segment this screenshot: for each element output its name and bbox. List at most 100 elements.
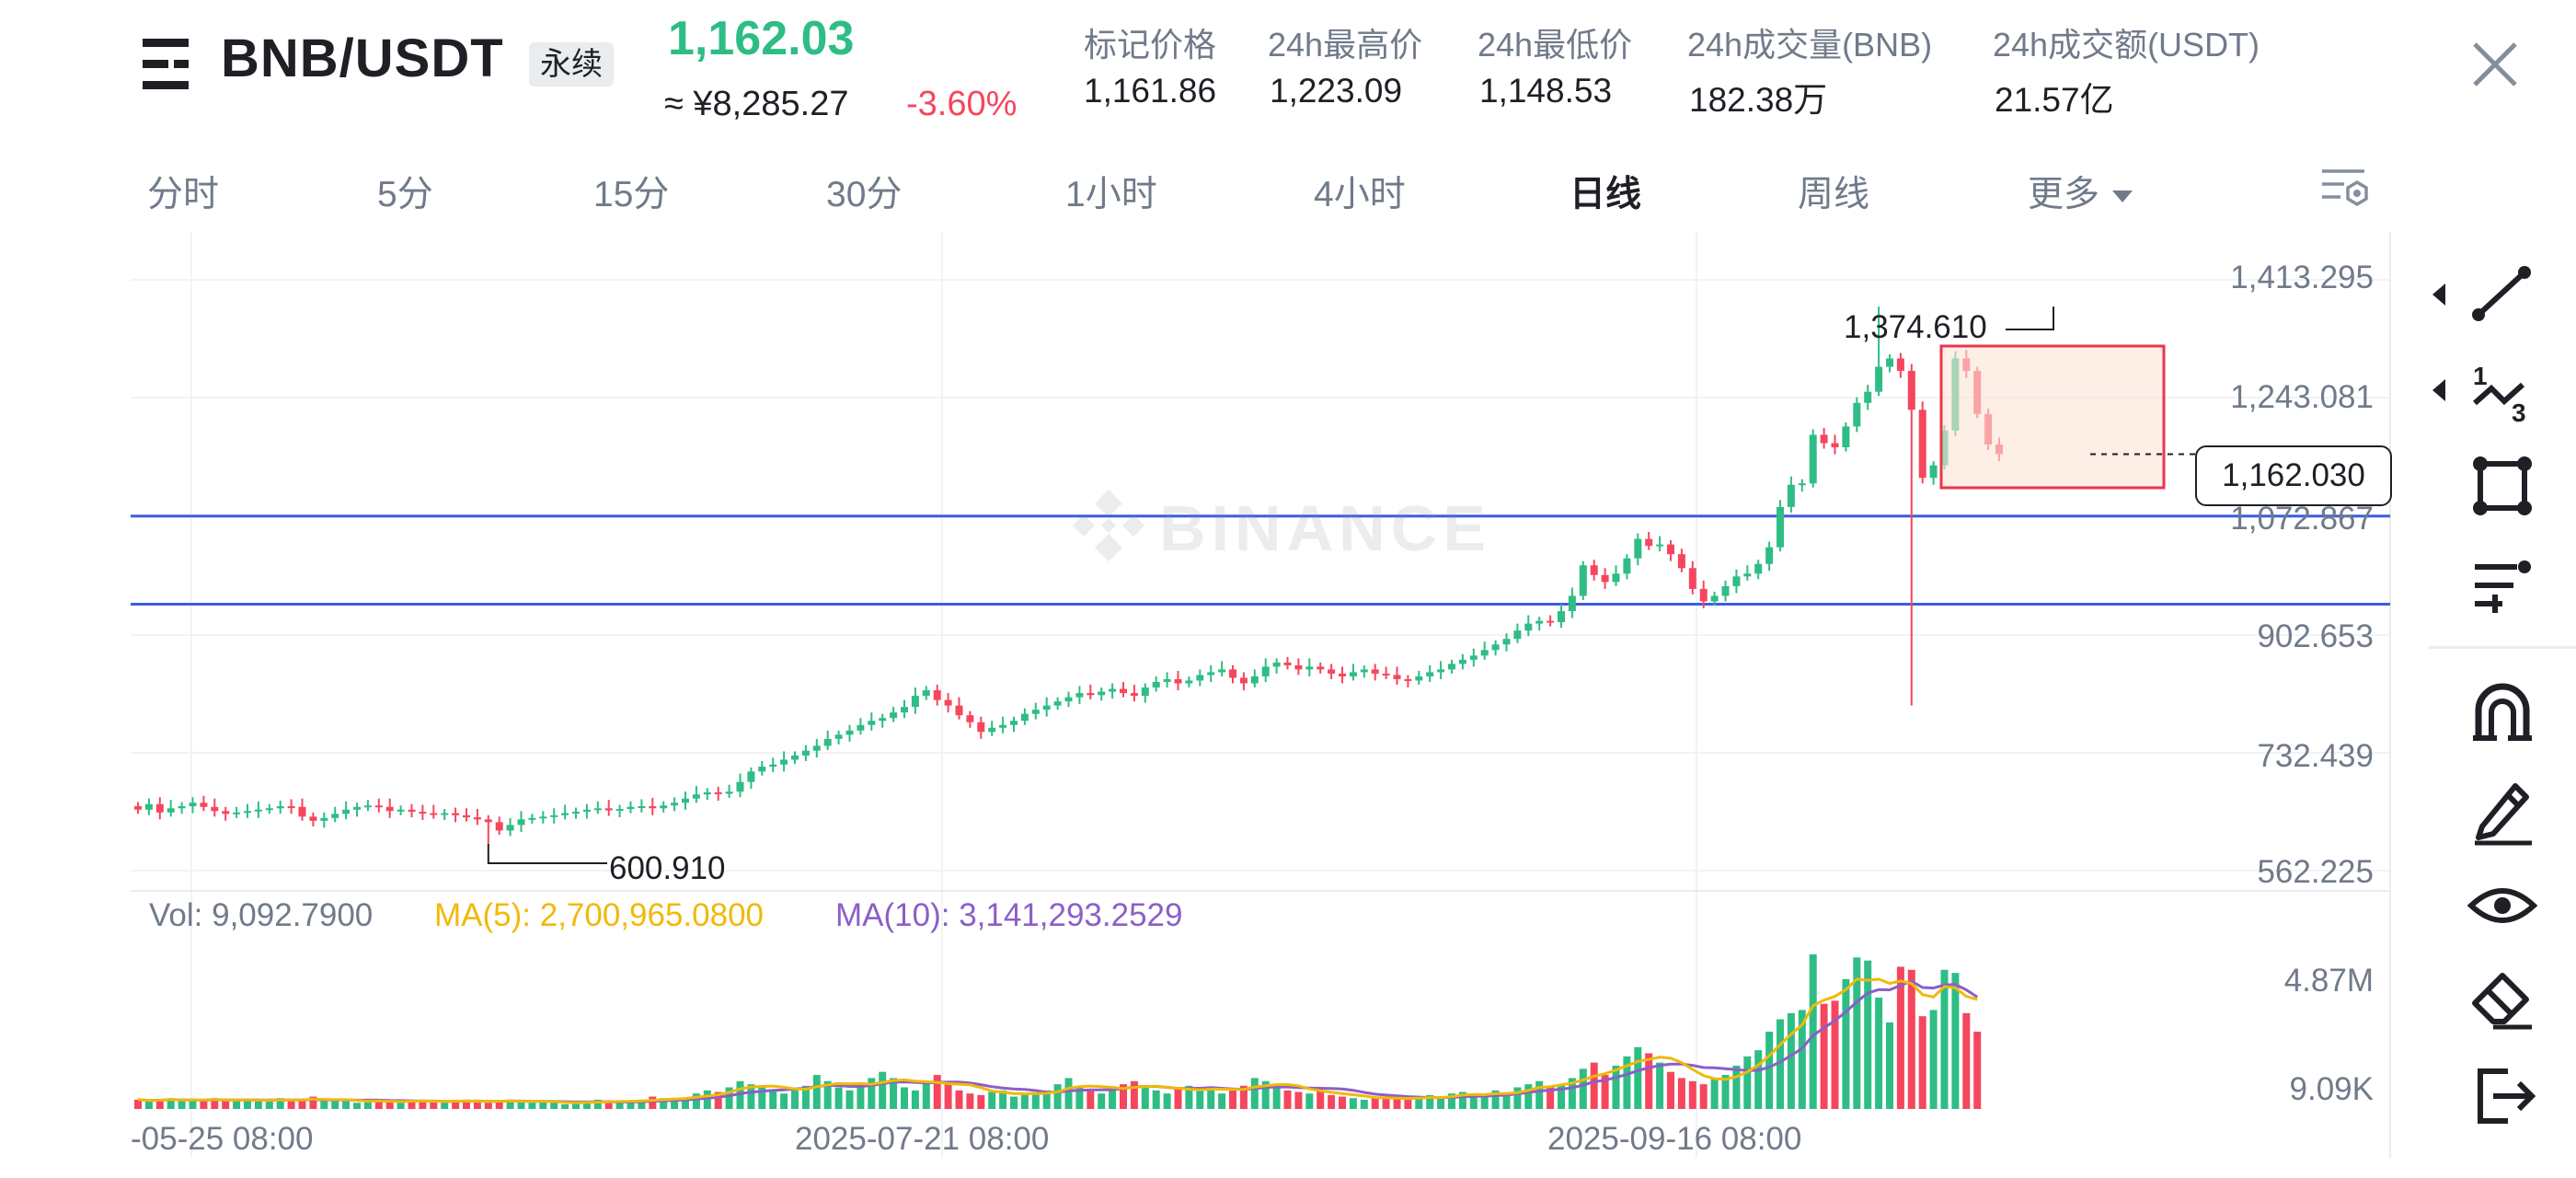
tab-time-sharing[interactable]: 分时: [147, 175, 220, 214]
candle-body: [780, 759, 788, 765]
candle-body: [561, 813, 569, 815]
volume-bar: [1010, 1096, 1018, 1109]
volume-bar: [1612, 1065, 1620, 1109]
tab-30m[interactable]: 30分: [826, 175, 903, 214]
candle-body: [1087, 693, 1095, 696]
pencil-icon[interactable]: [2466, 773, 2539, 847]
toolbar-divider: [2429, 646, 2576, 649]
volume-bar: [244, 1099, 251, 1109]
eye-icon[interactable]: [2466, 869, 2539, 942]
candle-body: [1853, 402, 1861, 427]
candle-body: [1842, 426, 1850, 448]
eraser-icon[interactable]: [2466, 963, 2539, 1036]
chart-settings-icon[interactable]: [2320, 166, 2370, 212]
candle-body: [1667, 544, 1674, 555]
rectangle-drawing: [1939, 344, 2166, 490]
tab-4h[interactable]: 4小时: [1314, 175, 1406, 214]
tab-1d[interactable]: 日线: [1570, 175, 1642, 214]
candle-body: [1907, 371, 1915, 410]
candle-body: [857, 724, 865, 731]
tab-15m[interactable]: 15分: [593, 175, 670, 214]
volume-bar: [682, 1098, 689, 1109]
caret-left-icon: [2432, 283, 2445, 306]
volume-bar: [276, 1098, 284, 1109]
volume-bar: [1020, 1094, 1029, 1109]
candle-body: [1820, 434, 1828, 444]
volume-bar: [1250, 1078, 1259, 1109]
volume-bar: [1261, 1080, 1270, 1109]
candle-body: [977, 722, 985, 733]
tab-more[interactable]: 更多: [2028, 166, 2133, 217]
more-label: 更多: [2028, 175, 2100, 214]
volume-bar: [1787, 1012, 1795, 1109]
close-icon[interactable]: [2471, 40, 2519, 88]
candle-body: [1152, 681, 1160, 688]
rectangle-tool-icon[interactable]: [2466, 449, 2539, 523]
volume-bar: [1568, 1078, 1576, 1109]
volume-24h-value: 182.38万: [1689, 81, 1828, 119]
tab-1h[interactable]: 1小时: [1065, 175, 1157, 214]
volume-bar: [988, 1091, 996, 1109]
volume-bar: [331, 1099, 339, 1109]
volume-bar: [452, 1101, 460, 1109]
volume-bar: [189, 1099, 197, 1109]
exit-icon[interactable]: [2466, 1058, 2539, 1132]
candle-body: [1371, 669, 1379, 674]
candle-body: [1918, 410, 1926, 479]
volume-bar: [1710, 1078, 1719, 1109]
volume-bar: [1886, 1022, 1893, 1109]
volume-bar: [1765, 1032, 1774, 1109]
volume-bar: [1667, 1071, 1674, 1109]
cny-price: ≈ ¥8,285.27: [664, 85, 849, 123]
candle-body: [484, 819, 492, 823]
volume-bar: [1940, 969, 1949, 1109]
fib-label: 1: [2473, 362, 2488, 390]
volume-bar: [1590, 1062, 1598, 1109]
candle-body: [999, 724, 1007, 728]
volume-bar: [1875, 998, 1883, 1109]
candle-body: [331, 814, 339, 818]
candle-body: [517, 819, 525, 826]
fibonacci-tool-icon[interactable]: 1 3: [2466, 353, 2539, 427]
volume-bar: [1305, 1093, 1314, 1109]
candle-body: [1120, 688, 1127, 694]
candle-body: [812, 745, 821, 751]
volume-bar: [1864, 960, 1872, 1109]
volume-bar: [287, 1101, 295, 1109]
candle-body: [769, 764, 777, 768]
volume-bar: [200, 1101, 208, 1109]
volume-bar: [627, 1101, 635, 1109]
mark-price-label: 标记价格: [1084, 26, 1217, 64]
candle-body: [1053, 701, 1062, 706]
candle-body: [167, 808, 175, 813]
volume-bar: [660, 1098, 668, 1109]
contract-type-badge: 永续: [529, 42, 614, 87]
line-tool-icon[interactable]: [2466, 258, 2539, 331]
indicator-settings-icon[interactable]: [2466, 547, 2539, 620]
binance-watermark: BINANCE: [1067, 486, 1486, 567]
volume-bar: [561, 1103, 569, 1109]
tab-1w[interactable]: 周线: [1798, 175, 1870, 214]
menu-icon[interactable]: [143, 37, 196, 92]
volume-bar: [1064, 1078, 1073, 1109]
candle-body: [1710, 595, 1719, 602]
volume-bar: [1317, 1090, 1325, 1109]
candle-body: [703, 791, 711, 795]
candle-body: [1699, 588, 1708, 602]
volume-bar: [604, 1101, 613, 1109]
candle-body: [539, 816, 547, 819]
candle-body: [287, 806, 295, 809]
candle-body: [452, 813, 460, 815]
symbol-name[interactable]: BNB/USDT: [221, 29, 504, 88]
volume-bar: [582, 1101, 591, 1109]
candle-body: [550, 814, 558, 817]
tab-5m[interactable]: 5分: [377, 175, 433, 214]
volume-bar: [1185, 1085, 1193, 1109]
volume-bar: [1339, 1096, 1346, 1109]
magnet-icon[interactable]: [2466, 676, 2539, 749]
candle-body: [1623, 558, 1631, 574]
candle-body: [397, 809, 405, 812]
volume-bar: [1360, 1099, 1368, 1109]
volume-bar: [791, 1089, 799, 1109]
